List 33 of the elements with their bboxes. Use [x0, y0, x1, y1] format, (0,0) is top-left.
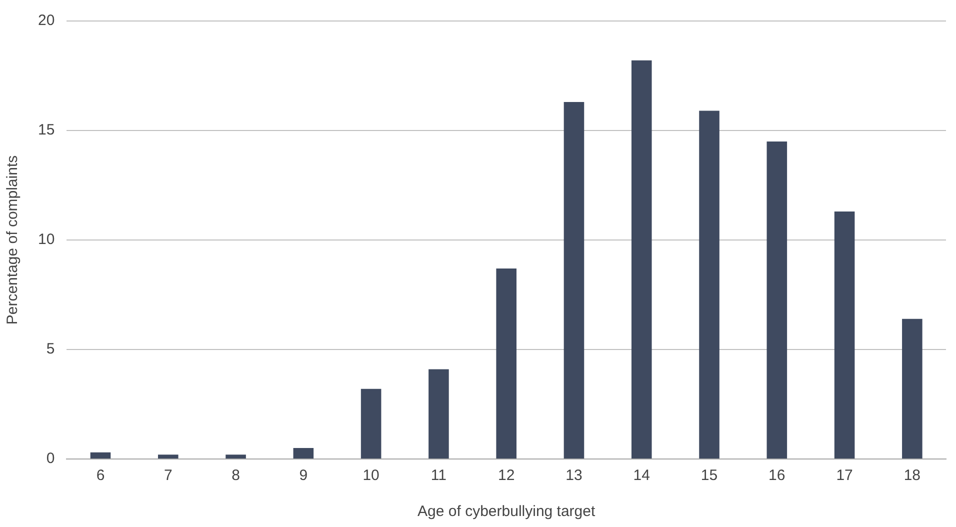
bar: [226, 454, 246, 458]
x-tick-label: 8: [232, 467, 240, 484]
y-tick-label: 0: [46, 450, 55, 468]
x-tick-label: 12: [498, 467, 515, 484]
bar: [834, 212, 855, 458]
x-tick-label: 9: [299, 467, 308, 484]
bar: [631, 60, 652, 458]
x-tick-label: 14: [633, 467, 650, 484]
bar: [293, 448, 314, 458]
y-tick-label: 5: [46, 340, 55, 358]
x-tick-label: 10: [362, 467, 380, 484]
x-tick-label: 17: [836, 467, 853, 484]
bar: [428, 369, 449, 458]
x-tick-label: 6: [96, 467, 105, 484]
x-tick-label: 15: [700, 467, 718, 484]
y-tick-label: 20: [38, 12, 55, 30]
x-tick-label: 18: [904, 467, 921, 484]
bar: [158, 454, 178, 458]
bar: [360, 388, 382, 458]
x-tick-label: 11: [430, 467, 446, 484]
y-tick-label: 15: [38, 122, 55, 139]
x-tick-label: 7: [164, 467, 172, 484]
bar: [564, 102, 584, 458]
y-tick-label: 10: [38, 231, 55, 248]
x-axis-title: Age of cyberbullying target: [418, 503, 596, 520]
x-tick-label: 16: [768, 467, 786, 484]
bar: [90, 452, 111, 458]
bar: [902, 318, 922, 458]
bar: [496, 268, 516, 458]
y-axis-title: Percentage of complaints: [4, 155, 22, 325]
bar: [699, 110, 720, 458]
x-tick-label: 13: [566, 467, 582, 484]
bar: [766, 141, 788, 458]
